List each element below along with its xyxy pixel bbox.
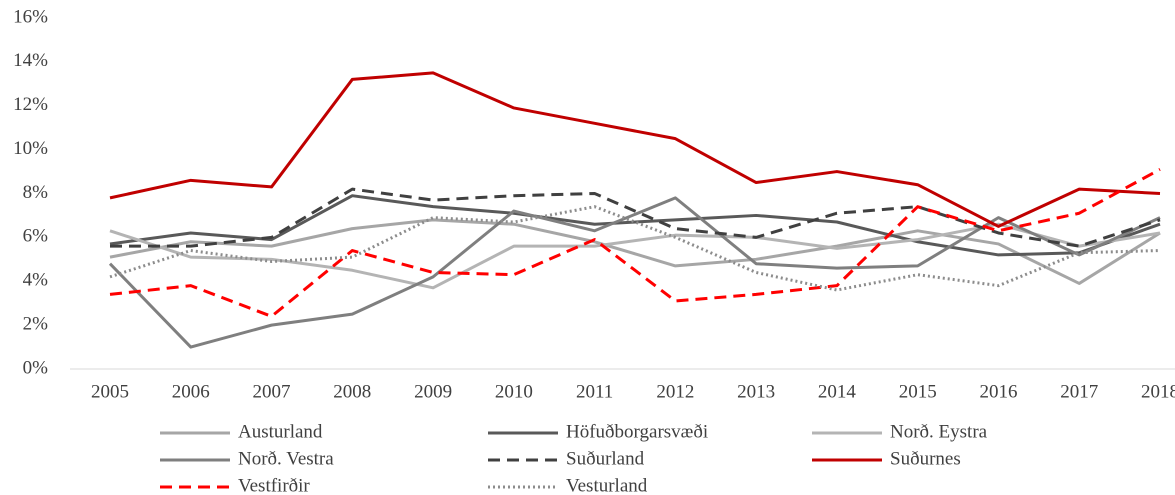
legend-label: Vesturland [566, 475, 648, 495]
series-line [109, 71, 1161, 228]
legend-label: Norð. Vestra [238, 448, 334, 469]
series-line [109, 168, 1161, 318]
x-tick-label: 2014 [818, 381, 857, 402]
y-tick-label: 16% [13, 6, 48, 27]
x-tick-label: 2015 [899, 381, 937, 402]
x-tick-label: 2018 [1141, 381, 1175, 402]
series-line [110, 187, 1161, 248]
x-tick-label: 2005 [91, 381, 129, 402]
series-line [109, 194, 1161, 257]
x-tick-label: 2007 [253, 381, 291, 402]
x-tick-label: 2012 [656, 381, 694, 402]
x-tick-label: 2013 [737, 381, 775, 402]
x-tick-label: 2017 [1060, 381, 1098, 402]
y-tick-label: 4% [23, 270, 49, 291]
legend-label: Höfuðborgarsvæði [566, 421, 708, 442]
y-tick-label: 2% [23, 313, 49, 334]
legend-label: Vestfirðir [238, 475, 310, 495]
y-tick-label: 10% [13, 138, 48, 159]
legend-label: Suðurnes [890, 448, 961, 469]
x-tick-label: 2010 [495, 381, 533, 402]
series-line [109, 218, 1161, 285]
y-tick-label: 8% [23, 182, 49, 203]
y-tick-label: 0% [23, 357, 49, 378]
x-tick-label: 2009 [414, 381, 452, 402]
legend-label: Norð. Eystra [890, 421, 988, 442]
y-tick-label: 14% [13, 50, 48, 71]
series-line [108, 196, 1161, 349]
x-tick-label: 2011 [576, 381, 613, 402]
legend-label: Austurland [238, 421, 323, 442]
x-tick-label: 2006 [172, 381, 210, 402]
x-tick-label: 2016 [979, 381, 1017, 402]
legend-label: Suðurland [566, 448, 645, 469]
y-tick-label: 6% [23, 226, 49, 247]
y-tick-label: 12% [13, 94, 48, 115]
x-tick-label: 2008 [333, 381, 371, 402]
